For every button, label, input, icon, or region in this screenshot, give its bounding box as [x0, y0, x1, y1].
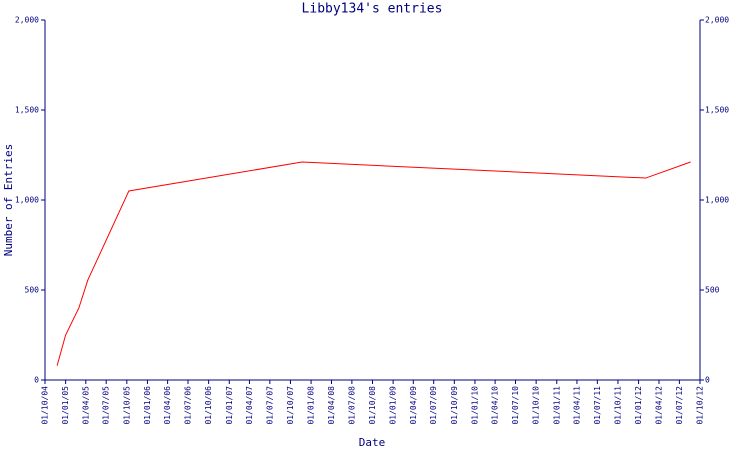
- x-tick-label: 01/10/09: [450, 386, 459, 425]
- x-tick-label: 01/01/08: [307, 386, 316, 425]
- x-tick-label: 01/01/06: [143, 386, 152, 425]
- x-tick-label: 01/01/12: [634, 386, 643, 425]
- x-tick-label: 01/04/12: [654, 386, 663, 425]
- x-tick-label: 01/10/04: [41, 386, 50, 425]
- y-axis-label: Number of Entries: [2, 144, 15, 257]
- x-tick-label: 01/01/10: [470, 386, 479, 425]
- x-tick-label: 01/04/06: [163, 386, 172, 425]
- chart-title: Libby134's entries: [302, 2, 443, 17]
- x-tick-label: 01/01/09: [389, 386, 398, 425]
- x-tick-label: 01/01/07: [225, 386, 234, 425]
- x-tick-label: 01/01/05: [61, 386, 70, 425]
- y2-tick-label: 1,500: [705, 106, 729, 115]
- y-tick-label: 500: [25, 286, 40, 295]
- y2-tick-label: 0: [705, 376, 710, 385]
- x-tick-label: 01/07/09: [429, 386, 438, 425]
- y-tick-label: 1,000: [15, 196, 39, 205]
- x-tick-label: 01/04/09: [409, 386, 418, 425]
- y-tick-label: 0: [34, 376, 39, 385]
- x-tick-label: 01/04/08: [327, 386, 336, 425]
- x-tick-label: 01/10/12: [696, 386, 705, 425]
- y-tick-label: 2,000: [15, 16, 39, 25]
- x-tick-label: 01/07/06: [184, 386, 193, 425]
- x-tick-label: 01/07/08: [347, 386, 356, 425]
- x-axis-label: Date: [359, 436, 386, 449]
- x-tick-label: 01/07/10: [511, 386, 520, 425]
- x-tick-label: 01/10/11: [613, 386, 622, 425]
- x-tick-label: 01/10/08: [368, 386, 377, 425]
- x-tick-label: 01/10/07: [286, 386, 295, 425]
- x-tick-label: 01/10/06: [204, 386, 213, 425]
- x-tick-label: 01/10/10: [532, 386, 541, 425]
- x-tick-label: 01/01/11: [552, 386, 561, 425]
- x-tick-label: 01/04/10: [491, 386, 500, 425]
- data-line: [56, 161, 691, 366]
- y2-tick-label: 1,000: [705, 196, 729, 205]
- x-tick-label: 01/04/07: [245, 386, 254, 425]
- y2-tick-label: 500: [705, 286, 720, 295]
- y2-tick-label: 2,000: [705, 16, 729, 25]
- x-tick-label: 01/04/05: [81, 386, 90, 425]
- x-tick-label: 01/10/05: [122, 386, 131, 425]
- x-tick-label: 01/07/12: [675, 386, 684, 425]
- x-tick-label: 01/04/11: [572, 386, 581, 425]
- x-tick-label: 01/07/07: [265, 386, 274, 425]
- x-tick-label: 01/07/05: [102, 386, 111, 425]
- y-tick-label: 1,500: [15, 106, 39, 115]
- x-tick-label: 01/07/11: [593, 386, 602, 425]
